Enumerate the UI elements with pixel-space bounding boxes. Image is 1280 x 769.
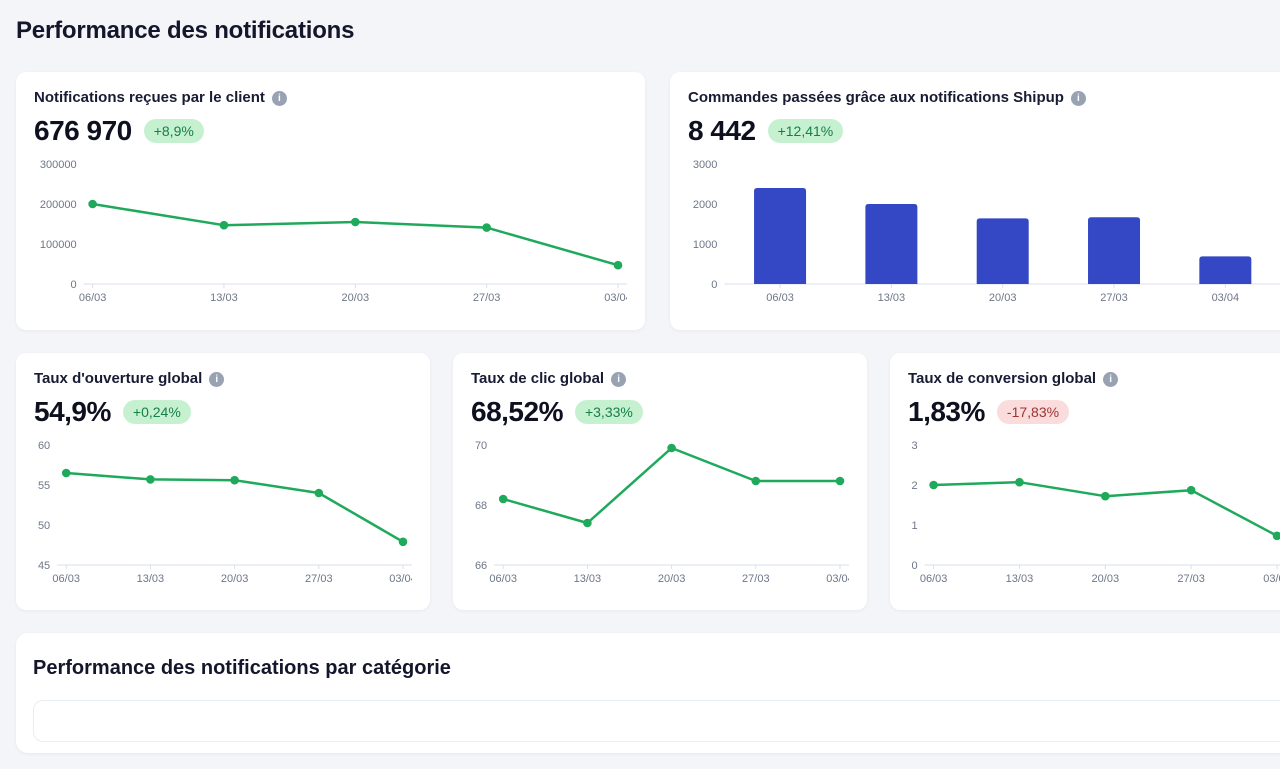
- svg-text:1000: 1000: [693, 239, 717, 251]
- svg-text:20/03: 20/03: [1092, 573, 1120, 585]
- trend-badge: +8,9%: [143, 119, 204, 143]
- section-title: Performance des notifications par catégo…: [33, 657, 451, 679]
- svg-text:03/04: 03/04: [604, 292, 627, 304]
- svg-text:45: 45: [38, 560, 50, 572]
- svg-text:27/03: 27/03: [473, 292, 501, 304]
- card-notifications-recues: Notifications reçues par le client i 676…: [16, 72, 645, 330]
- open-rate-line-chart: 45 50 55 60 06/03 13/03 20/03 27/03 03/04: [34, 437, 412, 587]
- trend-badge: +12,41%: [767, 119, 844, 143]
- svg-text:300000: 300000: [40, 159, 77, 171]
- metric-value: 1,83%: [908, 396, 985, 427]
- card-header: Taux d'ouverture global i: [34, 369, 412, 389]
- svg-text:66: 66: [475, 560, 487, 572]
- svg-text:27/03: 27/03: [742, 573, 770, 585]
- notifications-line-chart: 0 100000 200000 300000 06/03 13/03 20/03 27/03 0…: [34, 156, 627, 306]
- svg-text:03/04: 03/04: [389, 573, 412, 585]
- svg-text:27/03: 27/03: [305, 573, 333, 585]
- card-title: Taux de conversion global: [908, 370, 1097, 387]
- kpi-row-bottom: Taux d'ouverture global i 54,9% +0,24% 4…: [16, 353, 1280, 610]
- svg-text:20/03: 20/03: [221, 573, 249, 585]
- page-title: Performance des notifications: [16, 17, 355, 44]
- svg-text:20/03: 20/03: [342, 292, 370, 304]
- metric-value: 8 442: [688, 115, 756, 146]
- svg-text:0: 0: [711, 279, 717, 291]
- svg-text:0: 0: [70, 279, 76, 291]
- card-header: Taux de conversion global i: [908, 369, 1280, 389]
- svg-text:60: 60: [38, 440, 50, 452]
- svg-text:0: 0: [911, 560, 917, 572]
- svg-text:50: 50: [38, 520, 50, 532]
- svg-text:1: 1: [911, 520, 917, 532]
- svg-text:55: 55: [38, 480, 50, 492]
- svg-text:03/04: 03/04: [1212, 292, 1240, 304]
- category-card-stub: [33, 700, 1280, 742]
- svg-text:13/03: 13/03: [137, 573, 165, 585]
- metric-value: 68,52%: [471, 396, 563, 427]
- svg-text:200000: 200000: [40, 199, 77, 211]
- card-taux-ouverture: Taux d'ouverture global i 54,9% +0,24% 4…: [16, 353, 430, 610]
- svg-text:3000: 3000: [693, 159, 717, 171]
- info-icon[interactable]: i: [271, 90, 287, 106]
- svg-text:100000: 100000: [40, 239, 77, 251]
- svg-text:06/03: 06/03: [79, 292, 107, 304]
- svg-text:3: 3: [911, 440, 917, 452]
- metric-row: 8 442 +12,41%: [688, 114, 1280, 148]
- info-icon[interactable]: i: [611, 371, 627, 387]
- trend-badge: +0,24%: [122, 400, 191, 424]
- svg-text:06/03: 06/03: [52, 573, 80, 585]
- metric-row: 54,9% +0,24%: [34, 395, 412, 429]
- svg-text:70: 70: [475, 440, 487, 452]
- info-icon[interactable]: i: [1103, 371, 1119, 387]
- card-header: Commandes passées grâce aux notification…: [688, 88, 1280, 108]
- svg-text:03/04: 03/04: [826, 573, 849, 585]
- svg-text:68: 68: [475, 500, 487, 512]
- svg-text:13/03: 13/03: [574, 573, 602, 585]
- category-performance-section: Performance des notifications par catégo…: [16, 633, 1280, 753]
- kpi-row-top: Notifications reçues par le client i 676…: [16, 72, 1280, 330]
- card-commandes-shipup: Commandes passées grâce aux notification…: [670, 72, 1280, 330]
- orders-bar-chart: 0 1000 2000 3000 06/03 13/03 20/03 27/03 03/04: [688, 156, 1280, 306]
- card-title: Notifications reçues par le client: [34, 89, 265, 106]
- card-title: Taux d'ouverture global: [34, 370, 203, 387]
- conversion-rate-line-chart: 0 1 2 3 06/03 13/03 20/03 27/03 03/04: [908, 437, 1280, 587]
- card-title: Taux de clic global: [471, 370, 605, 387]
- card-header: Notifications reçues par le client i: [34, 88, 627, 108]
- svg-text:13/03: 13/03: [210, 292, 238, 304]
- svg-text:27/03: 27/03: [1100, 292, 1128, 304]
- svg-text:20/03: 20/03: [658, 573, 686, 585]
- metric-row: 676 970 +8,9%: [34, 114, 627, 148]
- svg-text:06/03: 06/03: [489, 573, 517, 585]
- card-taux-conversion: Taux de conversion global i 1,83% -17,83…: [890, 353, 1280, 610]
- card-taux-clic: Taux de clic global i 68,52% +3,33% 66 68…: [453, 353, 867, 610]
- metric-value: 54,9%: [34, 396, 111, 427]
- trend-badge: +3,33%: [574, 400, 643, 424]
- svg-text:2000: 2000: [693, 199, 717, 211]
- metric-value: 676 970: [34, 115, 132, 146]
- svg-text:06/03: 06/03: [920, 573, 948, 585]
- click-rate-line-chart: 66 68 70 06/03 13/03 20/03 27/03 03/04: [471, 437, 849, 587]
- svg-text:2: 2: [911, 480, 917, 492]
- svg-text:13/03: 13/03: [1006, 573, 1034, 585]
- svg-text:13/03: 13/03: [878, 292, 906, 304]
- svg-text:20/03: 20/03: [989, 292, 1017, 304]
- trend-badge: -17,83%: [996, 400, 1070, 424]
- svg-text:03/04: 03/04: [1263, 573, 1280, 585]
- svg-text:27/03: 27/03: [1177, 573, 1205, 585]
- metric-row: 1,83% -17,83%: [908, 395, 1280, 429]
- svg-text:06/03: 06/03: [766, 292, 794, 304]
- card-header: Taux de clic global i: [471, 369, 849, 389]
- metric-row: 68,52% +3,33%: [471, 395, 849, 429]
- info-icon[interactable]: i: [209, 371, 225, 387]
- info-icon[interactable]: i: [1070, 90, 1086, 106]
- card-title: Commandes passées grâce aux notification…: [688, 89, 1064, 106]
